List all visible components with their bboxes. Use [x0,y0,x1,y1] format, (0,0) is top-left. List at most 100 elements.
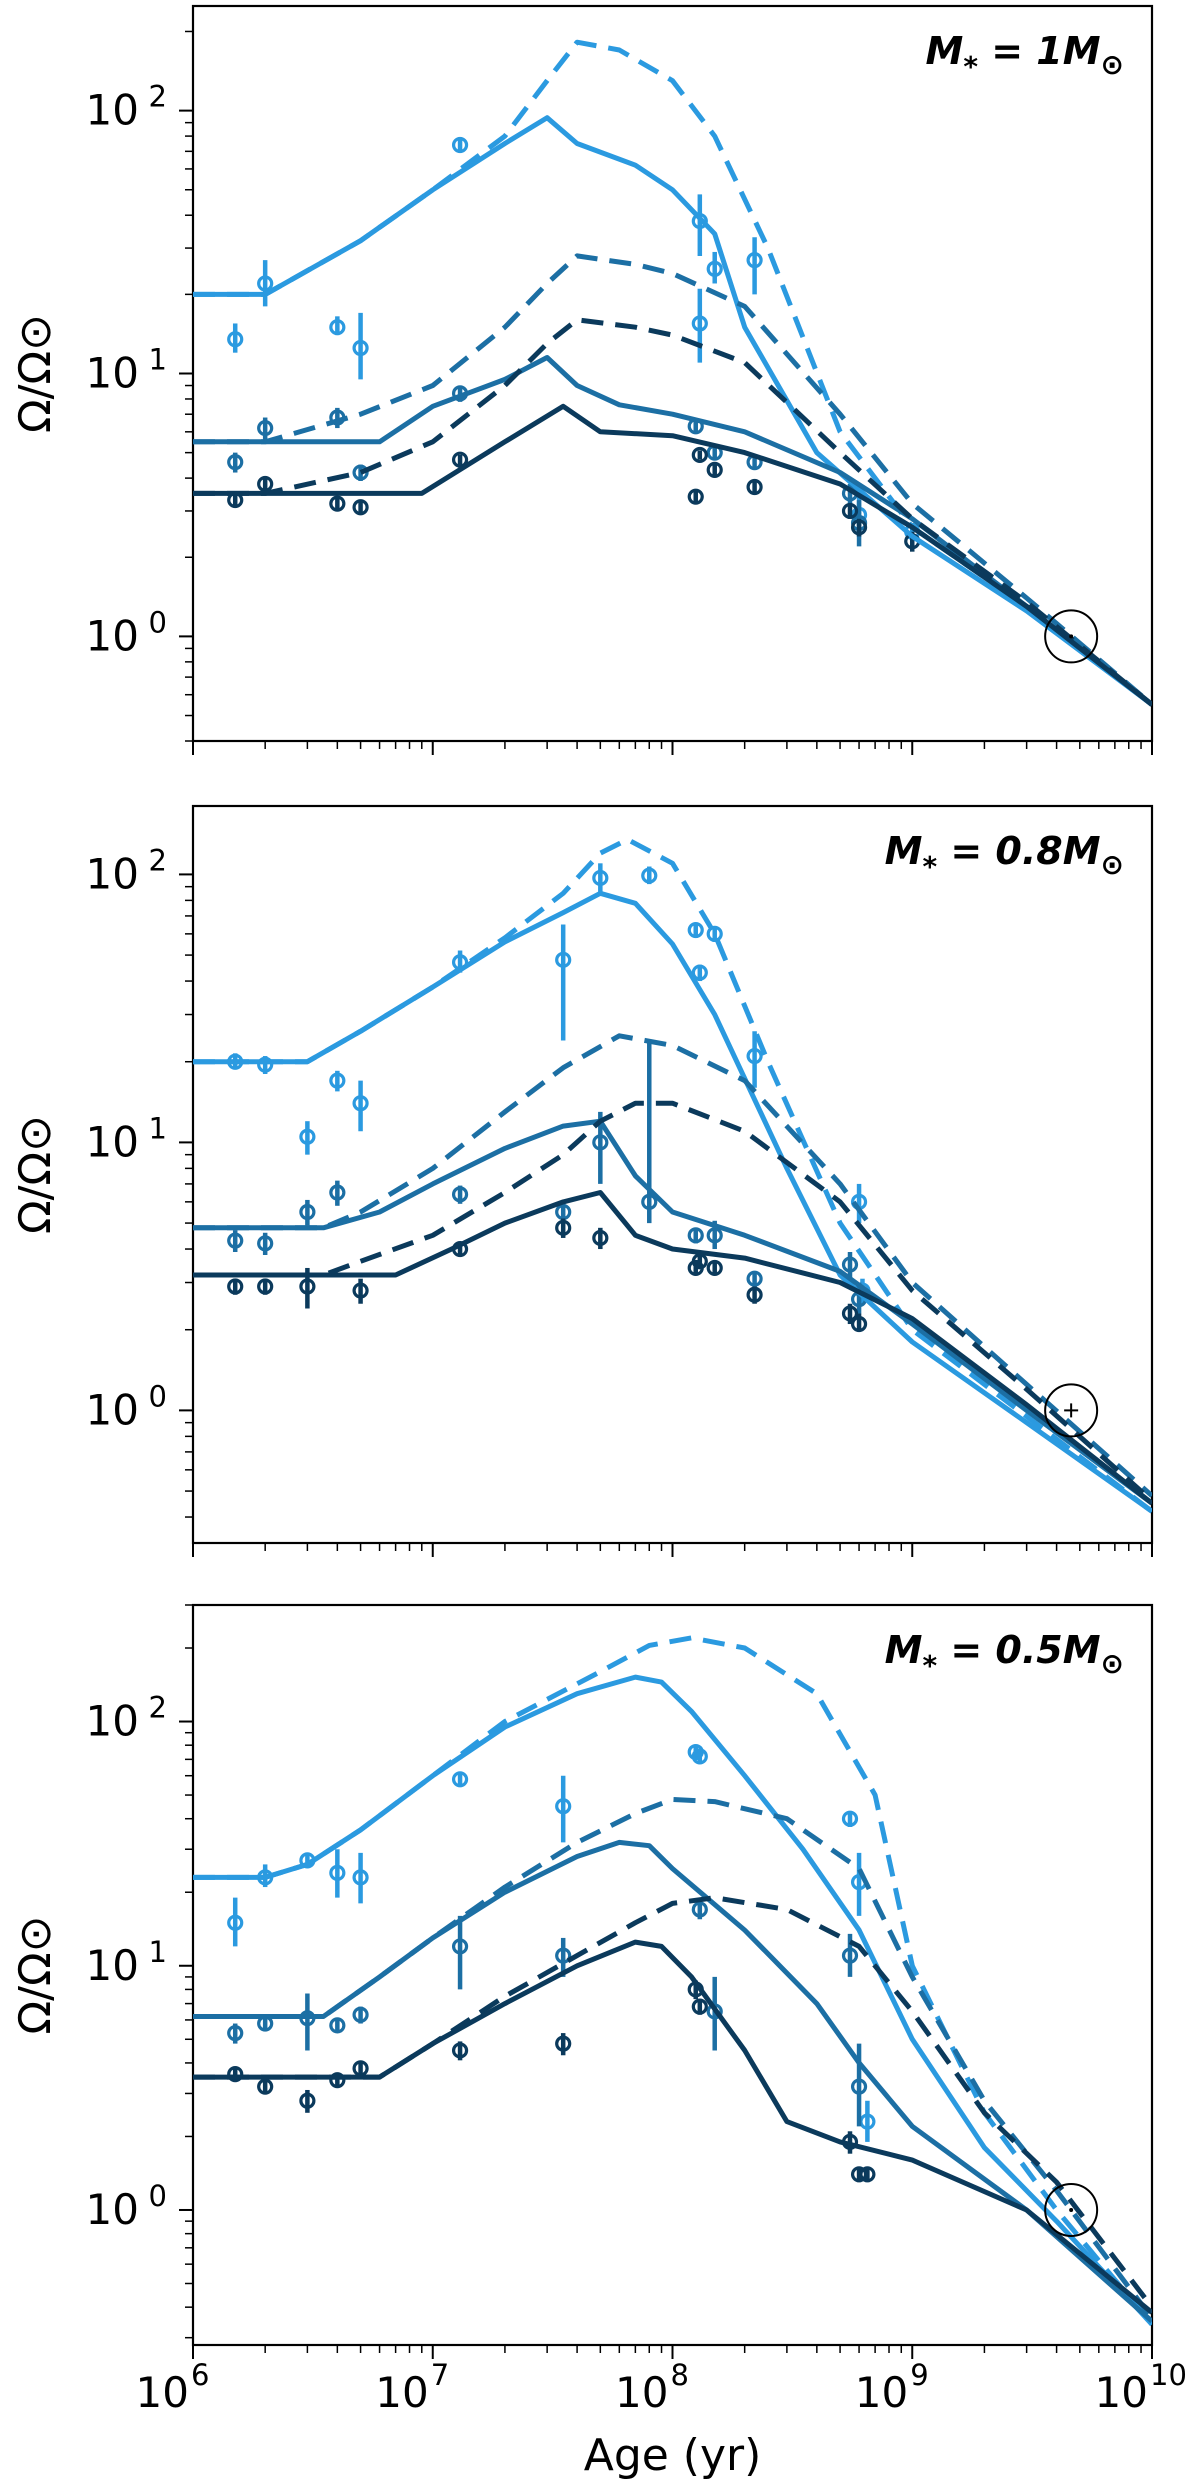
x-tick-exponent: 7 [431,2358,449,2392]
observation-point [352,1095,369,1112]
series-light-solid [193,1674,1152,2327]
y-tick-exponent: 1 [149,1935,167,1969]
observation-point [329,2072,346,2089]
series-mid-solid [193,1118,1152,1506]
observation-point [706,461,723,478]
observation-point [841,1947,859,1964]
series-light-dashed [193,837,1152,1514]
observation-point [841,1305,859,1322]
x-tick-exponent: 8 [671,2358,689,2392]
axes-frame [191,4,1154,743]
panel-2: 10 0 10 1 10 2 Ω/Ω⊙ M* = 0.8M⊙ [10,804,1154,1557]
y-tick-label: 10 [86,349,139,398]
panel-title: M* = 1M⊙ [925,29,1124,83]
observation-point [841,1256,859,1273]
observation-point [859,2166,876,2183]
y-axis-label: Ω/Ω⊙ [10,314,61,433]
sun-marker [1044,1383,1099,1438]
observation-point [257,475,274,493]
y-tick-exponent: 0 [149,1379,167,1413]
observation-point [691,212,708,230]
observation-point [555,1203,572,1221]
observation-point [691,1748,708,1765]
observation-point [555,1947,572,1964]
y-tick-exponent: 0 [149,605,167,639]
observation-point [746,1270,763,1287]
observation-point [299,2092,316,2109]
series-light-dashed [193,39,1152,707]
observation-point [257,275,274,292]
panel-title: M* = 0.8M⊙ [885,829,1124,883]
observation-point [451,2042,469,2059]
y-tick-exponent: 0 [149,2179,167,2213]
observation-point [641,867,658,884]
observation-point [850,519,868,536]
observation-point [227,1232,244,1249]
observation-point [227,2024,244,2042]
observation-point [352,1282,369,1299]
y-tick-label: 10 [86,611,139,660]
series-dark-solid [193,403,1152,707]
y-tick-label: 10 [86,1117,139,1166]
observation-point [850,2078,868,2095]
observation-point [706,1227,723,1244]
sun-marker-dot [1069,2207,1074,2212]
observation-point [227,1914,244,1931]
panel-3: 10 010 110 210 6 10 7 10 8 10 9 10 10Ω/Ω⊙Age (yr)M* … [10,1603,1187,2481]
observation-point [746,478,763,496]
observation-point [841,1810,859,1827]
series-mid-dashed [193,1796,1152,2320]
x-tick-label: 10 [615,2368,668,2417]
observation-point [227,454,244,471]
observation-point [227,331,244,348]
observation-point [329,1184,346,1201]
observation-point [299,1278,316,1295]
axes-frame [191,1603,1154,2347]
observation-point [329,495,346,512]
y-tick-label: 10 [86,1941,139,1990]
observation-point [706,1259,723,1277]
observation-point [691,1901,708,1918]
observation-point [352,2006,369,2023]
observation-point [329,319,346,336]
series-mid-solid [193,355,1152,707]
y-tick-label: 10 [86,2185,139,2234]
observation-point [329,1864,346,1881]
series-dark-solid [193,1190,1152,1506]
observation-point [451,451,469,468]
observation-point [329,1072,346,1089]
observation-point [850,1315,868,1333]
y-tick-exponent: 2 [149,843,167,877]
observation-point [257,1278,274,1295]
y-axis-label: Ω/Ω⊙ [10,1916,61,2035]
observation-point [227,1278,244,1295]
observation-point [555,951,572,968]
observation-point [555,1219,572,1236]
y-tick-label: 10 [86,1697,139,1746]
series-dark-dashed [193,1100,1152,1503]
y-tick-exponent: 2 [149,1691,167,1725]
series-dark-dashed [193,317,1152,707]
x-tick-label: 10 [1095,2368,1148,2417]
observation-point [555,1798,572,1815]
y-axis-label: Ω/Ω⊙ [10,1115,61,1234]
observation-point [352,499,369,516]
observation-point [352,464,369,481]
observation-point [257,1056,274,1073]
x-tick-exponent: 6 [191,2358,209,2392]
observation-point [687,488,704,505]
observation-point [746,252,763,269]
observation-point [592,869,609,887]
observation-point [691,964,708,981]
observation-point [687,921,704,939]
plot-area [193,1635,1152,2327]
observation-point [641,1193,658,1210]
series-light-solid [193,890,1152,1514]
x-tick-label: 10 [375,2368,428,2417]
observation-point [592,1229,609,1247]
observation-point [691,1998,708,2015]
x-axis-label: Age (yr) [584,2430,762,2481]
sun-marker [1044,609,1099,664]
x-tick-label: 10 [136,2368,189,2417]
